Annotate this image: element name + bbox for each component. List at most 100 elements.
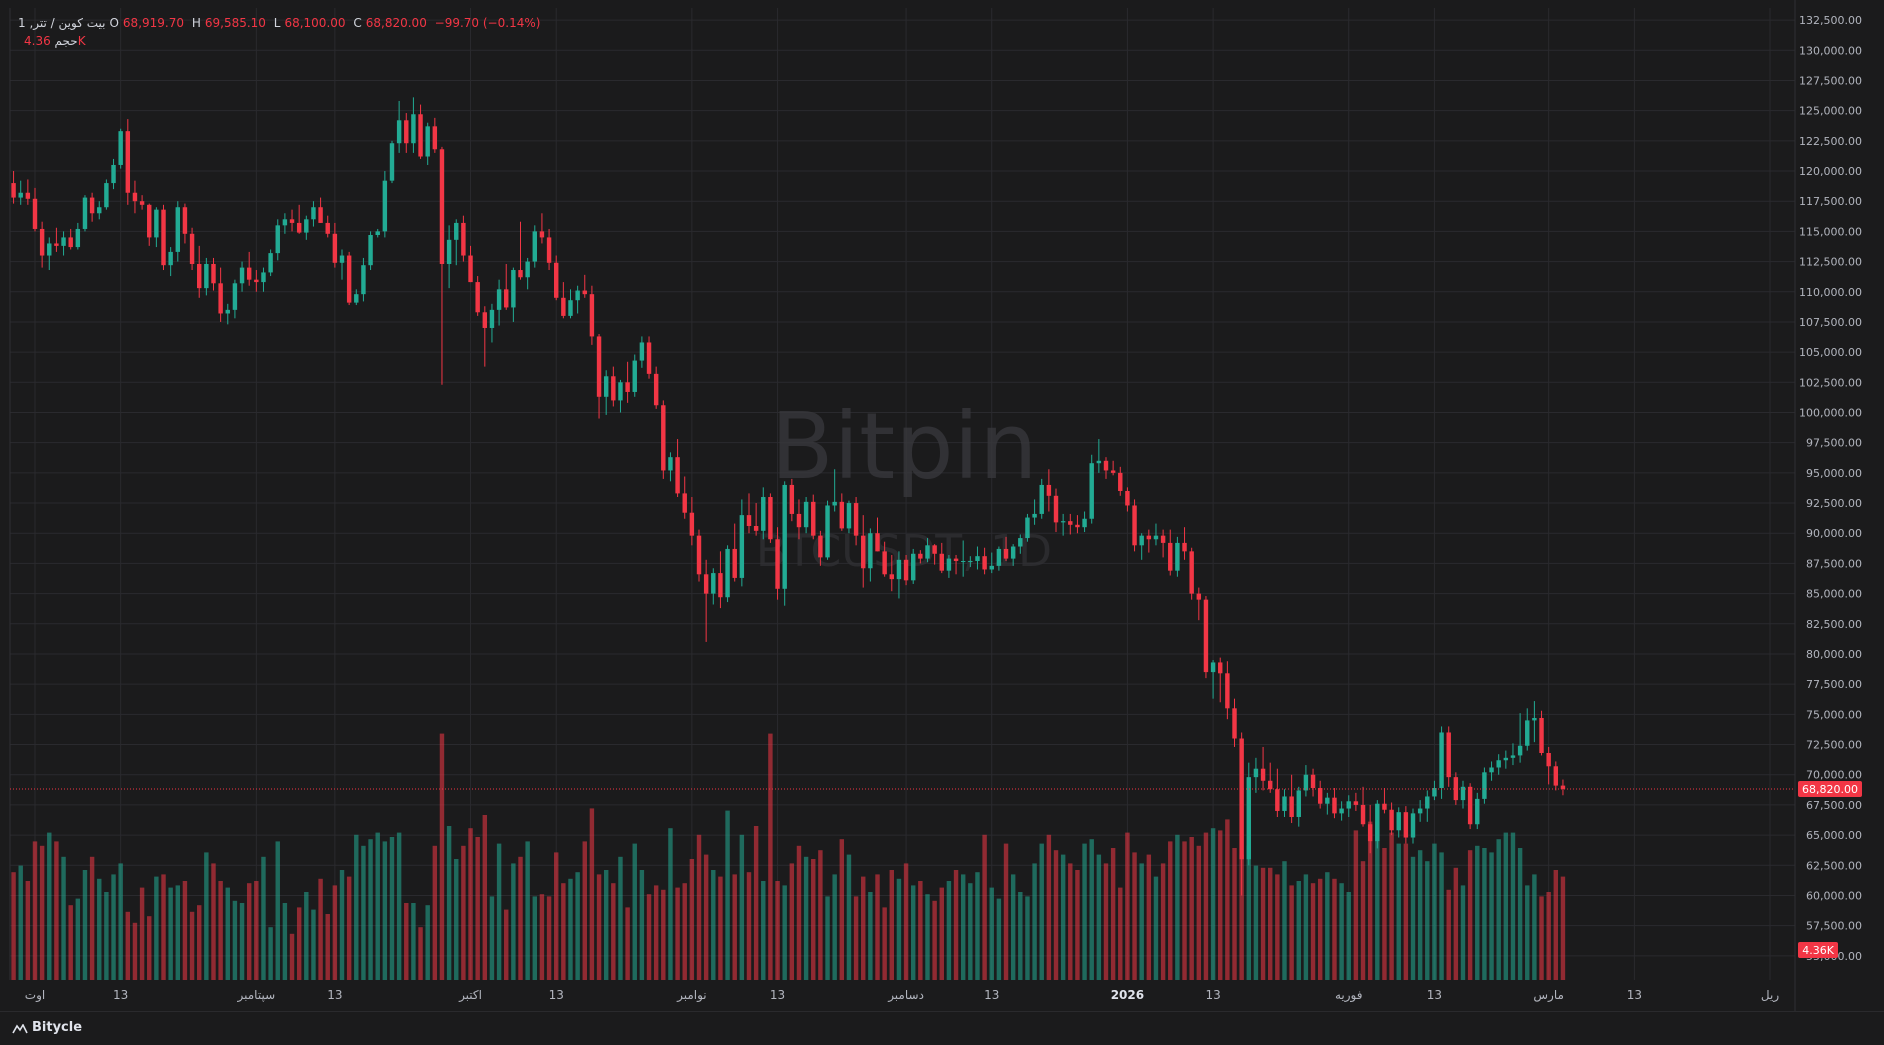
candle-body	[268, 253, 273, 273]
candle-body	[147, 204, 152, 238]
volume-bar	[1289, 885, 1294, 980]
volume-bar	[832, 874, 837, 980]
candle-body	[1489, 767, 1494, 773]
price-tick-label: 72,500.00	[1806, 739, 1862, 752]
volume-bar	[1160, 863, 1166, 980]
candle-body	[246, 267, 252, 280]
time-tick-label: 13	[984, 988, 999, 1002]
candle-body	[47, 243, 52, 256]
volume-bar	[404, 903, 409, 980]
candle-body	[1496, 760, 1501, 768]
volume-bar	[196, 905, 202, 980]
volume-bar	[518, 856, 523, 980]
volume-bar	[1510, 832, 1516, 980]
volume-bar	[989, 887, 994, 980]
volume-bar	[468, 828, 473, 980]
volume-bar	[968, 883, 973, 980]
time-tick-label: نوامبر	[676, 988, 707, 1003]
candle-body	[868, 533, 873, 569]
candle-body	[1367, 824, 1373, 842]
volume-bar	[1010, 874, 1016, 980]
candle-body	[1032, 513, 1037, 518]
symbol-title[interactable]: بیت کوین / تتر, 1	[18, 16, 106, 30]
candle-body	[625, 382, 630, 392]
candle-body	[596, 336, 602, 397]
candle-body	[561, 297, 566, 316]
time-axis[interactable]: اوت 13 سپتامبر 13 اکتبر 13 نوامبر 13 دسامبر 13 202…	[25, 988, 1780, 1003]
candle-body	[1125, 490, 1130, 506]
candle-body	[611, 376, 616, 401]
high-value: 69,585.10	[204, 16, 266, 30]
volume-bar	[104, 892, 109, 980]
candle-body	[368, 235, 373, 266]
candle-body	[25, 192, 31, 199]
volume-bar	[1153, 876, 1159, 980]
candle-body	[446, 239, 452, 264]
volume-bar	[839, 839, 845, 980]
volume-bar	[768, 733, 773, 980]
volume-bar	[1132, 852, 1137, 980]
volume-bar	[1553, 870, 1559, 980]
volume-bar	[675, 887, 680, 980]
candle-body	[1310, 774, 1316, 789]
volume-bar	[903, 863, 909, 980]
volume-bar	[753, 826, 759, 980]
volume-bar	[461, 845, 466, 980]
time-tick-label: اوت	[25, 988, 45, 1003]
candle-body	[504, 289, 509, 308]
candle-body	[389, 143, 395, 181]
candle-body	[889, 574, 895, 580]
volume-bar	[1296, 881, 1301, 980]
volume-bar	[282, 903, 288, 980]
volume-bar	[889, 870, 895, 980]
candle-body	[1267, 780, 1273, 790]
candle-body	[946, 558, 952, 571]
volume-bar	[868, 892, 873, 980]
brand-name[interactable]: Bitycle	[32, 1020, 83, 1035]
volume-bar	[511, 863, 516, 980]
volume-bar	[232, 900, 238, 980]
candle-body	[1282, 796, 1287, 811]
candle-body	[1467, 786, 1473, 825]
candle-body	[960, 561, 966, 563]
volume-bar	[1046, 834, 1052, 980]
volume-bar	[689, 859, 695, 980]
volume-bar	[396, 832, 402, 980]
time-tick-label: دسامبر	[887, 988, 924, 1003]
price-tick-label: 110,000.00	[1799, 286, 1862, 299]
price-tick-label: 122,500.00	[1799, 135, 1862, 148]
candle-body	[439, 149, 445, 264]
watermark: Bitpin BTCUSDT, 1D	[756, 393, 1052, 577]
volume-bar	[910, 885, 916, 980]
candle-body	[725, 548, 730, 598]
candle-body	[839, 501, 845, 529]
candlestick-chart[interactable]: Bitpin BTCUSDT, 1D 132,500.00130,000.001…	[0, 0, 1884, 1011]
volume-bar	[132, 922, 138, 980]
volume-bar	[1260, 867, 1266, 980]
candle-body	[932, 545, 937, 554]
volume-bar	[796, 845, 802, 980]
volume-bar	[304, 892, 309, 980]
volume-bar	[482, 815, 488, 980]
candle-body	[396, 120, 402, 144]
volume-bar	[118, 863, 123, 980]
volume-bar	[18, 865, 23, 980]
volume-bar	[239, 903, 245, 980]
price-tick-label: 60,000.00	[1806, 889, 1862, 902]
volume-bar	[496, 843, 502, 980]
volume-bar	[161, 874, 166, 980]
price-axis[interactable]: 132,500.00 130,000.00 127,500.00 125,000.00…	[1799, 14, 1862, 963]
candle-body	[910, 553, 916, 581]
candle-body	[1346, 801, 1351, 809]
candle-body	[1296, 790, 1301, 817]
volume-bar	[596, 874, 602, 980]
volume-bar	[1267, 867, 1273, 980]
candle-body	[1253, 768, 1259, 778]
candle-body	[304, 219, 309, 233]
candle-body	[1375, 803, 1380, 842]
candle-body	[975, 556, 980, 562]
volume-bar	[1068, 863, 1073, 980]
candle-body	[682, 493, 687, 513]
candle-body	[1082, 518, 1087, 528]
volume-bar	[418, 927, 423, 980]
